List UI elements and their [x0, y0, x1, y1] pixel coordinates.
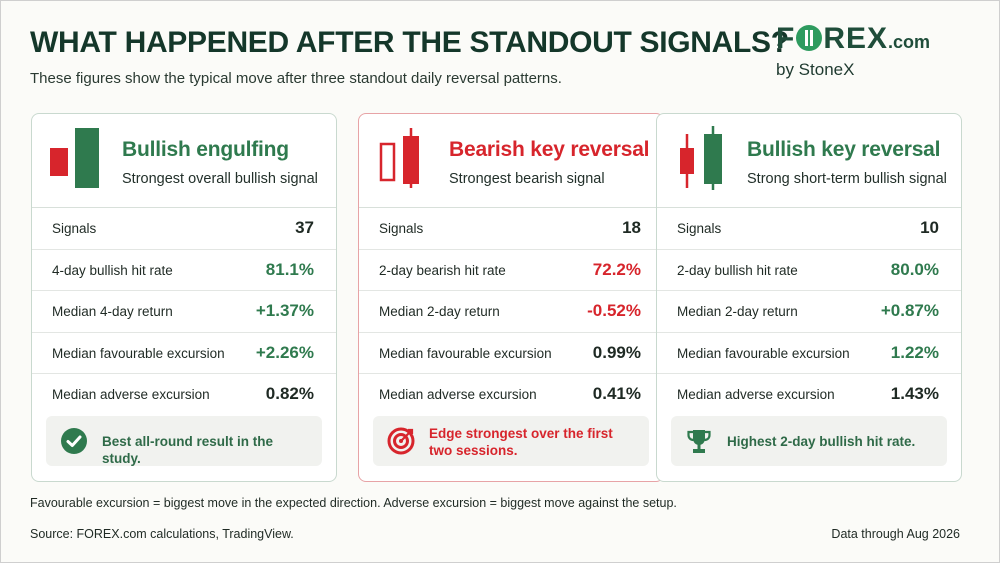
stat-row: 2-day bearish hit rate 72.2% [359, 250, 663, 292]
stat-row: Median adverse excursion 1.43% [657, 374, 961, 416]
stat-value: 10 [920, 218, 939, 237]
stat-value: 80.0% [890, 259, 939, 279]
data-date-note: Data through Aug 2026 [831, 527, 960, 541]
stats-table: Signals 18 2-day bearish hit rate 72.2% … [359, 208, 663, 416]
card-title: Bearish key reversal [449, 138, 650, 161]
stat-label: Signals [52, 221, 97, 236]
card-bearish-key-reversal: Bearish key reversal Strongest bearish s… [358, 113, 664, 482]
stats-table: Signals 10 2-day bullish hit rate 80.0% … [657, 208, 961, 416]
card-title: Bullish key reversal [747, 138, 941, 161]
stat-row: 4-day bullish hit rate 81.1% [32, 250, 336, 292]
stat-label: Median favourable excursion [677, 345, 850, 361]
card-note: Best all-round result in the study. [46, 416, 322, 466]
card-subtitle: Strongest overall bullish signal [122, 171, 318, 187]
page-subtitle: These figures show the typical move afte… [30, 70, 562, 87]
card-bullish-engulfing: Bullish engulfing Strongest overall bull… [31, 113, 337, 482]
stat-row: Median 2-day return -0.52% [359, 291, 663, 333]
bearish-key-reversal-candles-icon [379, 128, 419, 188]
stat-label: Median favourable excursion [379, 345, 552, 361]
stat-value: 0.82% [265, 384, 314, 404]
stat-value: 1.43% [890, 384, 939, 404]
stat-value: 81.1% [265, 259, 314, 279]
note-text: Best all-round result in the study. [102, 434, 274, 466]
divider [657, 207, 961, 208]
stat-row: Median adverse excursion 0.82% [32, 374, 336, 416]
stat-label: Median 2-day return [677, 304, 798, 320]
stat-value: 37 [295, 218, 314, 237]
stat-label: Median favourable excursion [52, 345, 225, 361]
page-title: WHAT HAPPENED AFTER THE STANDOUT SIGNALS… [30, 26, 789, 59]
stat-value: 0.41% [592, 384, 641, 404]
card-note: Highest 2-day bullish hit rate. [671, 416, 947, 466]
stat-value: 0.99% [592, 342, 641, 362]
stat-label: Median adverse excursion [52, 387, 210, 403]
stat-row: Signals 10 [657, 208, 961, 250]
stat-row: 2-day bullish hit rate 80.0% [657, 250, 961, 292]
stat-row: Median adverse excursion 0.41% [359, 374, 663, 416]
stat-label: 4-day bullish hit rate [52, 262, 173, 278]
stat-row: Median 2-day return +0.87% [657, 291, 961, 333]
stat-row: Signals 37 [32, 208, 336, 250]
logo-byline: by StoneX [776, 60, 855, 79]
check-circle-icon [61, 428, 87, 454]
bullish-engulfing-candles-icon [50, 128, 99, 188]
footnote: Favourable excursion = biggest move in t… [30, 496, 677, 510]
target-icon [387, 427, 415, 455]
divider [359, 207, 663, 208]
stat-row: Median 4-day return +1.37% [32, 291, 336, 333]
stat-value: 18 [622, 218, 641, 237]
card-note: Edge strongest over the first two sessio… [373, 416, 649, 466]
stat-value: +2.26% [255, 342, 314, 362]
bullish-key-reversal-candles-icon [680, 126, 722, 190]
logo-wordmark: F REX.com [776, 22, 930, 56]
card-subtitle: Strongest bearish signal [449, 171, 605, 187]
card-title: Bullish engulfing [122, 138, 289, 161]
forex-logo: F REX.com by StoneX [776, 22, 976, 84]
stat-label: Median adverse excursion [677, 387, 835, 403]
divider [32, 207, 336, 208]
source-note: Source: FOREX.com calculations, TradingV… [30, 527, 294, 541]
stat-label: Signals [677, 221, 722, 236]
note-text: Edge strongest over the first two sessio… [429, 426, 613, 458]
stat-label: Median 2-day return [379, 304, 500, 320]
stat-label: Signals [379, 221, 424, 236]
logo-dotcom: .com [888, 32, 931, 52]
note-text: Highest 2-day bullish hit rate. [727, 434, 916, 449]
stat-label: 2-day bearish hit rate [379, 262, 506, 278]
card-bullish-key-reversal: Bullish key reversal Strong short-term b… [656, 113, 962, 482]
stats-table: Signals 37 4-day bullish hit rate 81.1% … [32, 208, 336, 416]
stat-label: Median adverse excursion [379, 387, 537, 403]
stat-label: 2-day bullish hit rate [677, 262, 798, 278]
stat-row: Median favourable excursion 1.22% [657, 333, 961, 375]
stat-value: 72.2% [592, 259, 641, 279]
stat-value: +1.37% [255, 301, 314, 321]
trophy-icon [687, 430, 711, 453]
stat-row: Signals 18 [359, 208, 663, 250]
stat-value: 1.22% [890, 342, 939, 362]
stat-row: Median favourable excursion 0.99% [359, 333, 663, 375]
card-subtitle: Strong short-term bullish signal [747, 171, 947, 187]
stat-row: Median favourable excursion +2.26% [32, 333, 336, 375]
stat-value: -0.52% [587, 301, 641, 321]
logo-o-mark-icon [796, 25, 823, 51]
logo-letters-rex: REX [823, 22, 889, 55]
logo-letter-f: F [776, 22, 796, 55]
stat-value: +0.87% [880, 301, 939, 321]
stat-label: Median 4-day return [52, 304, 173, 320]
